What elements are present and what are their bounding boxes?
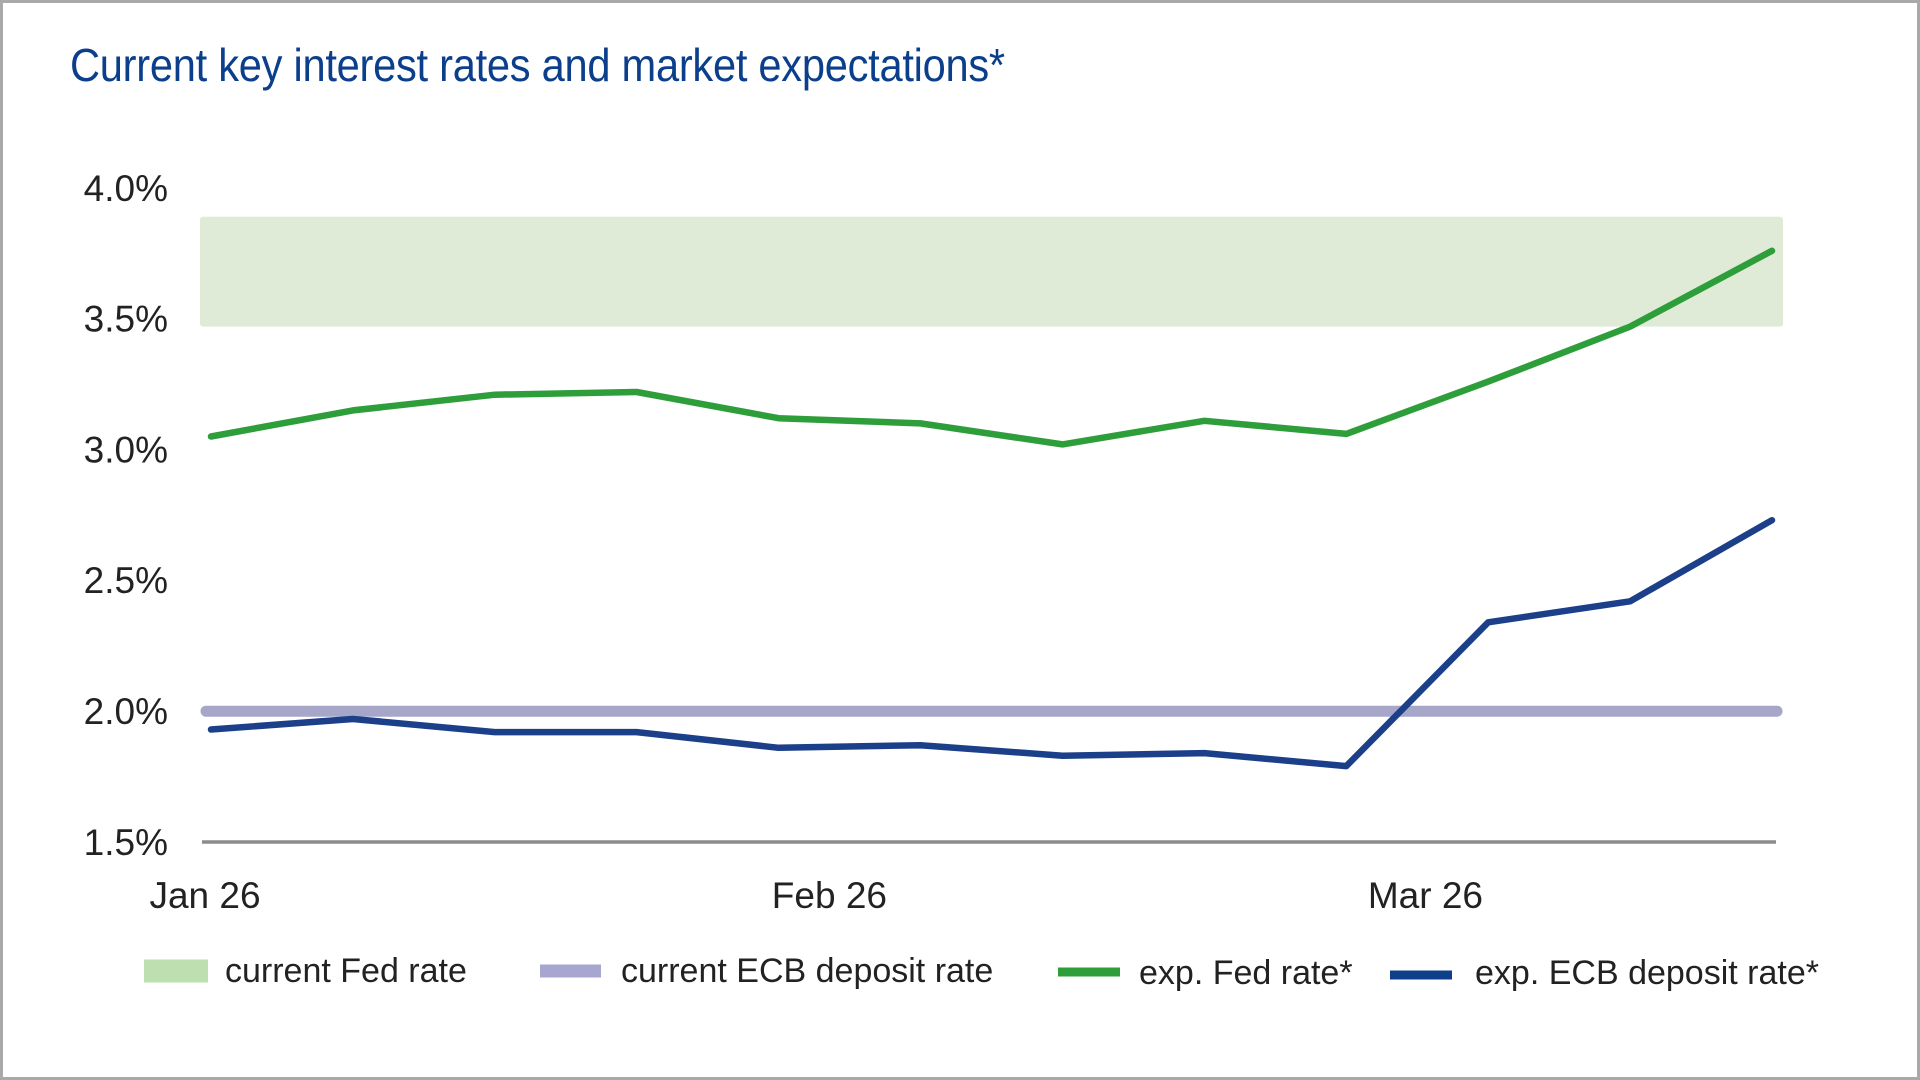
legend-item-exp-ecb-deposit-rate: exp. ECB deposit rate* — [1390, 954, 1819, 992]
legend-item-current-fed-rate: current Fed rate — [144, 952, 467, 990]
legend-swatch — [144, 959, 208, 983]
y-tick-label: 2.5% — [84, 560, 168, 601]
legend-swatch — [540, 964, 601, 978]
legend: current Fed rate current ECB deposit rate… — [144, 952, 1819, 992]
legend-label: exp. Fed rate* — [1139, 954, 1353, 992]
chart-title: Current key interest rates and market ex… — [70, 39, 1005, 91]
y-tick-label: 4.0% — [84, 168, 168, 209]
series-layer — [207, 247, 1776, 770]
legend-label: current ECB deposit rate — [621, 952, 993, 990]
band-layer — [200, 216, 1783, 327]
legend-label: exp. ECB deposit rate* — [1475, 954, 1819, 992]
current-fed-rate-band — [200, 216, 1783, 327]
y-axis-tick-labels: 1.5% 2.0% 2.5% 3.0% 3.5% 4.0% — [84, 168, 168, 863]
x-tick-label: Mar 26 — [1368, 875, 1483, 916]
exp-fed-rate-line — [207, 247, 1776, 448]
legend-item-exp-fed-rate: exp. Fed rate* — [1058, 954, 1353, 992]
legend-label: current Fed rate — [225, 952, 467, 990]
y-tick-label: 3.0% — [84, 429, 168, 470]
y-tick-label: 2.0% — [84, 691, 168, 732]
y-tick-label: 3.5% — [84, 299, 168, 340]
x-tick-label: Feb 26 — [772, 875, 887, 916]
x-tick-label: Jan 26 — [149, 875, 260, 916]
legend-item-current-ecb-deposit-rate: current ECB deposit rate — [540, 952, 993, 990]
exp-ecb-deposit-rate-line — [207, 516, 1776, 770]
x-axis-tick-labels: Jan 26 Feb 26 Mar 26 — [149, 875, 1483, 916]
y-tick-label: 1.5% — [84, 822, 168, 863]
